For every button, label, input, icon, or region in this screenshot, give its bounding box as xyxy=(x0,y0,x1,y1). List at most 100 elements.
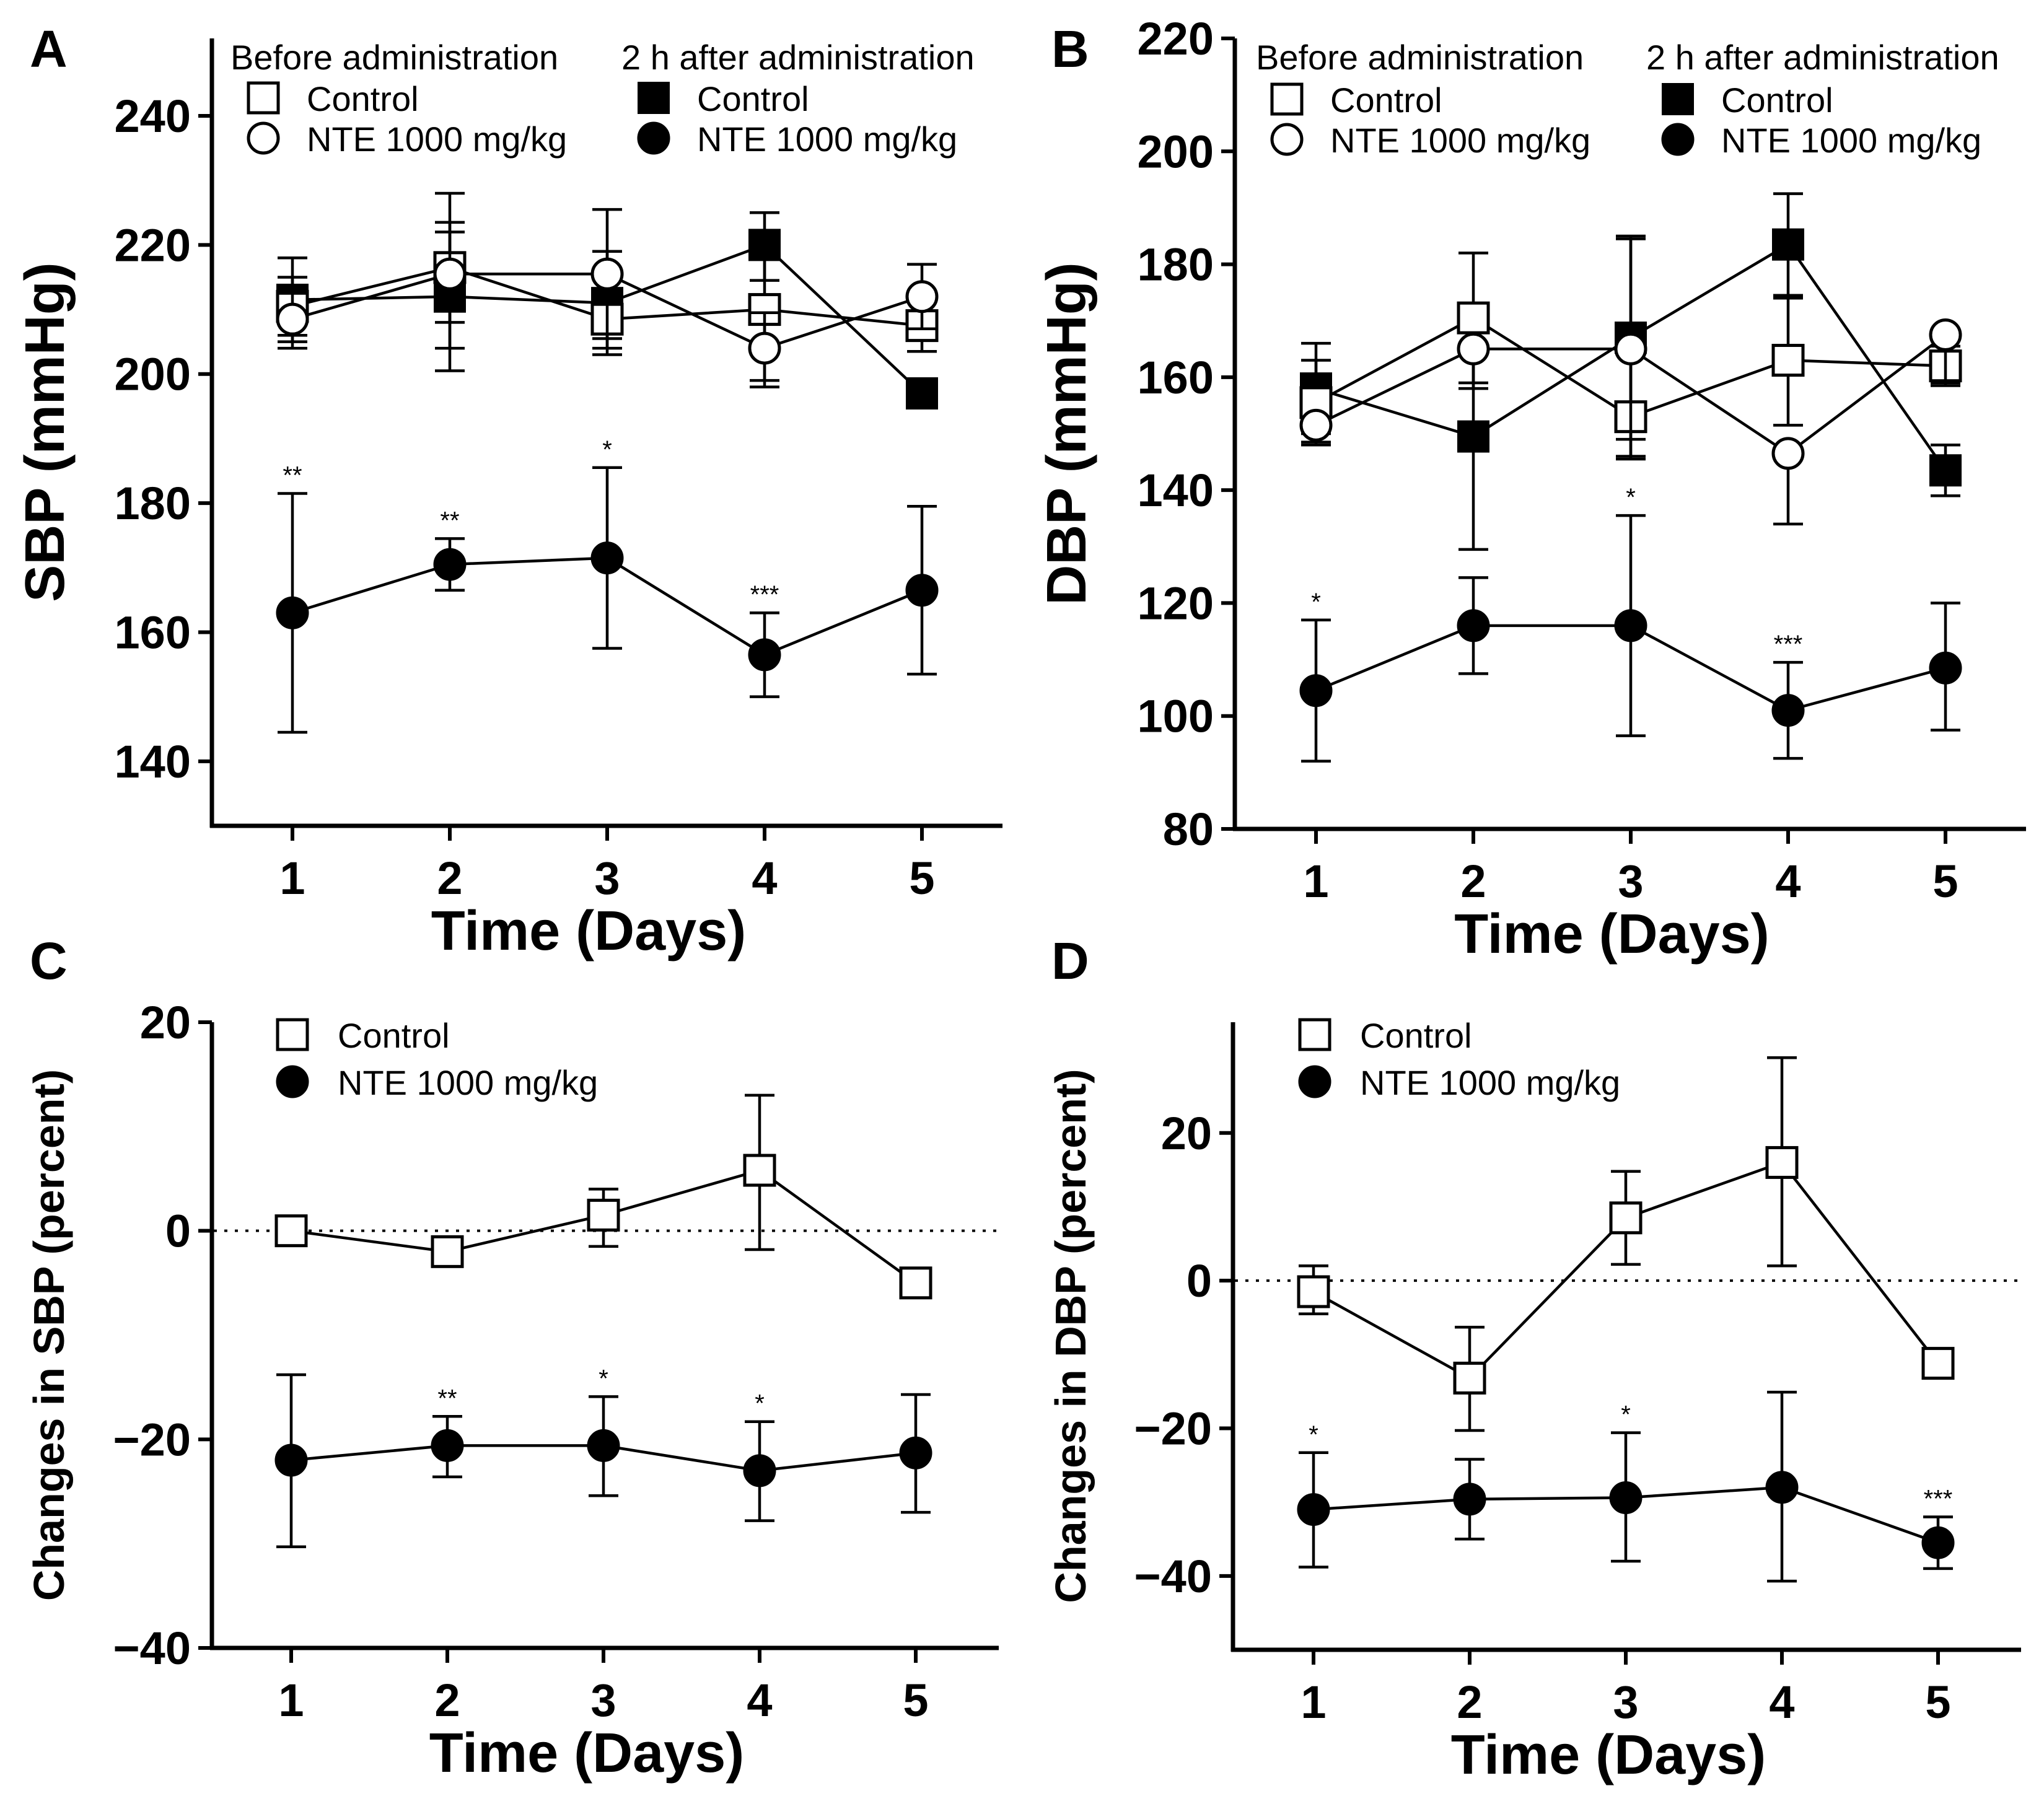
panel-letter: C xyxy=(30,932,68,990)
legend-entry: Control xyxy=(697,79,809,118)
y-tick-label: 220 xyxy=(115,219,191,271)
y-tick-label: 200 xyxy=(1138,126,1214,177)
legend-entry: NTE 1000 mg/kg xyxy=(1721,121,1981,160)
legend-marker xyxy=(276,1065,309,1098)
data-point xyxy=(1299,408,1333,442)
panel-letter: B xyxy=(1051,20,1089,78)
legend-entry: NTE 1000 mg/kg xyxy=(697,120,957,159)
y-tick-label: 0 xyxy=(1186,1255,1212,1307)
data-point xyxy=(276,302,309,336)
x-axis-title: Time (Days) xyxy=(1451,1724,1766,1786)
data-point xyxy=(1929,318,1962,351)
data-point xyxy=(1771,437,1805,470)
legend-entry: Control xyxy=(338,1016,450,1055)
significance-label: * xyxy=(1309,1421,1318,1448)
y-tick-label: 20 xyxy=(140,997,191,1048)
x-axis-title: Time (Days) xyxy=(429,1722,745,1784)
data-point xyxy=(433,548,467,581)
legend-marker xyxy=(638,82,670,114)
y-axis-title: DBP (mmHg) xyxy=(1036,262,1098,605)
legend-marker xyxy=(637,121,670,155)
y-tick-label: 160 xyxy=(1138,352,1214,403)
data-point xyxy=(905,574,939,607)
y-tick-label: 180 xyxy=(1138,239,1214,291)
data-point xyxy=(1921,1347,1955,1380)
legend-group: Control NTE 1000 mg/kg xyxy=(1298,1016,1620,1102)
legend-group: Control NTE 1000 mg/kg xyxy=(276,1016,598,1102)
significance-label: *** xyxy=(750,581,779,608)
data-point xyxy=(276,596,309,629)
data-point xyxy=(1297,1275,1330,1308)
panel-letter: D xyxy=(1051,932,1089,990)
x-tick-label: 1 xyxy=(278,1675,304,1726)
y-tick-label: −40 xyxy=(1134,1551,1212,1602)
x-tick-label: 3 xyxy=(594,852,620,904)
data-point xyxy=(1772,228,1804,261)
series-square-open xyxy=(274,1093,932,1300)
legend-entry: Control xyxy=(1721,81,1833,120)
x-axis-title: Time (Days) xyxy=(431,900,747,962)
data-point xyxy=(1453,1483,1486,1516)
legend-entry: NTE 1000 mg/kg xyxy=(1360,1063,1620,1102)
significance-label: *** xyxy=(1924,1485,1953,1512)
data-point xyxy=(1299,674,1333,707)
legend-marker xyxy=(1662,83,1694,115)
data-point xyxy=(1614,609,1647,642)
legend-marker xyxy=(1298,1018,1331,1051)
series-circle-filled xyxy=(1297,1390,1955,1583)
y-tick-label: 220 xyxy=(1138,13,1214,64)
x-tick-label: 1 xyxy=(1301,1676,1326,1728)
data-point xyxy=(590,257,624,291)
y-tick-label: 140 xyxy=(115,736,191,787)
data-point xyxy=(274,1214,308,1248)
data-point xyxy=(1457,332,1490,366)
data-point xyxy=(748,331,781,365)
x-tick-label: 2 xyxy=(434,1675,460,1726)
data-point xyxy=(587,1198,620,1232)
x-tick-label: 5 xyxy=(909,852,934,904)
data-point xyxy=(1614,332,1647,366)
significance-label: * xyxy=(1621,1401,1631,1429)
data-point xyxy=(274,1443,308,1477)
y-tick-label: 80 xyxy=(1163,804,1214,855)
x-tick-label: 2 xyxy=(1460,856,1486,907)
y-tick-label: 120 xyxy=(1138,577,1214,629)
y-tick-label: 240 xyxy=(115,90,191,142)
legend-entry: NTE 1000 mg/kg xyxy=(1330,121,1590,160)
legend-marker xyxy=(1661,123,1695,156)
legend-title: Before administration xyxy=(1256,38,1584,77)
y-tick-label: 100 xyxy=(1138,691,1214,742)
data-point xyxy=(906,377,938,410)
x-tick-label: 4 xyxy=(1769,1676,1794,1728)
y-axis-title: Changes in DBP (percent) xyxy=(1046,1069,1095,1603)
x-tick-label: 2 xyxy=(1457,1676,1482,1728)
data-point xyxy=(748,638,781,672)
legend-entry: Control xyxy=(1360,1016,1472,1055)
data-point xyxy=(1771,694,1805,727)
series-circle-open xyxy=(276,230,939,388)
data-point xyxy=(431,1235,464,1268)
legend-marker xyxy=(247,81,280,115)
y-tick-label: 0 xyxy=(165,1206,191,1257)
x-tick-label: 1 xyxy=(1303,856,1328,907)
data-point xyxy=(1609,1201,1643,1235)
data-point xyxy=(433,257,467,291)
y-tick-label: −40 xyxy=(113,1623,191,1674)
y-axis-title: Changes in SBP (percent) xyxy=(25,1069,73,1601)
y-tick-label: 20 xyxy=(1161,1108,1212,1159)
x-tick-label: 5 xyxy=(1925,1676,1950,1728)
panel-letter: A xyxy=(30,20,68,78)
panel-c: C −40 −20 0 20 1 2 3 4 5 Time (Days) Changes in SBP… xyxy=(25,932,999,1784)
significance-label: * xyxy=(599,1365,608,1392)
data-point xyxy=(1457,609,1490,642)
significance-label: * xyxy=(755,1390,765,1417)
data-point xyxy=(1921,1526,1955,1559)
significance-label: ** xyxy=(440,507,459,534)
data-point xyxy=(1453,1361,1486,1395)
series-circle-filled xyxy=(276,466,939,734)
data-point xyxy=(905,280,939,313)
